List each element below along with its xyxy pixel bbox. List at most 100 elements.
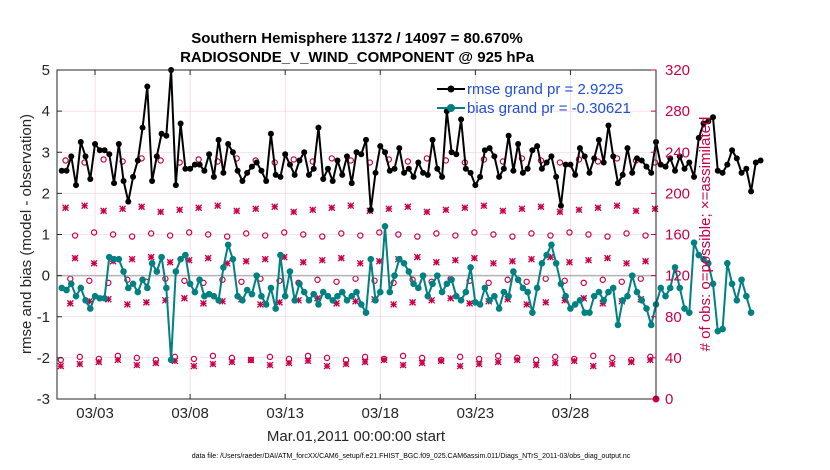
bias-point: [362, 309, 370, 316]
rmse-point: [672, 167, 679, 174]
bias-point: [134, 288, 142, 296]
bias-point: [453, 292, 460, 300]
obs-assimilated-point: [323, 362, 331, 370]
rmse-point: [253, 159, 260, 166]
obs-assimilated-point: [508, 257, 516, 265]
bias-point: [495, 305, 503, 312]
rmse-point: [96, 147, 103, 154]
obs-possible-point: [314, 276, 321, 283]
rmse-point: [210, 173, 217, 180]
bias-point: [605, 288, 612, 296]
rmse-point: [68, 153, 75, 160]
bias-point: [395, 255, 403, 263]
rmse-point: [225, 141, 232, 148]
bias-point: [353, 288, 360, 296]
bias-point: [543, 251, 550, 259]
obs-assimilated-point: [138, 203, 146, 211]
rmse-point: [439, 173, 446, 180]
obs-assimilated-point: [627, 358, 635, 366]
obs-assimilated-point: [90, 259, 98, 267]
obs-assimilated-point: [328, 204, 336, 212]
obs-possible-point: [100, 156, 107, 163]
y-tick-label: -1: [37, 309, 50, 326]
rmse-point: [614, 180, 621, 187]
rmse-point: [491, 153, 498, 160]
bias-point: [296, 280, 303, 288]
bias-point: [529, 309, 536, 316]
bias-point: [519, 284, 527, 292]
rmse-point: [87, 175, 94, 182]
x-axis-label: Mar.01,2011 00:00:00 start: [267, 428, 446, 445]
bias-point: [167, 356, 175, 364]
bias-point: [82, 297, 89, 304]
obs-possible-point: [166, 232, 174, 239]
obs-possible-point: [642, 232, 649, 239]
bias-point: [633, 288, 641, 296]
bias-point: [728, 280, 736, 288]
bias-point: [690, 239, 698, 247]
bias-point: [419, 272, 427, 279]
bias-point: [590, 292, 598, 300]
y-axis-right-label: # of obs: o=possible; ×=assimilated: [697, 117, 714, 352]
obs-possible-point: [262, 232, 269, 239]
obs-assimilated-point: [71, 254, 79, 262]
bias-point: [300, 288, 308, 296]
y-right-tick-label: 160: [665, 227, 690, 244]
rmse-point: [562, 161, 569, 168]
bias-point: [562, 292, 569, 300]
bias-point: [215, 297, 222, 304]
obs-assimilated-point: [451, 256, 459, 264]
bias-point: [172, 268, 180, 275]
obs-assimilated-point: [214, 202, 222, 210]
y-tick-label: -3: [37, 391, 50, 408]
bias-point: [709, 280, 717, 288]
bias-point: [676, 284, 684, 292]
rmse-point: [724, 161, 731, 168]
rmse-point: [700, 120, 707, 127]
bias-point: [405, 268, 413, 275]
rmse-point: [405, 165, 412, 172]
rmse-point: [586, 169, 593, 176]
obs-assimilated-point: [594, 204, 602, 212]
rmse-point: [77, 138, 84, 145]
rmse-point: [429, 136, 436, 143]
obs-assimilated-point: [257, 300, 264, 308]
rmse-point: [591, 155, 598, 162]
obs-assimilated-point: [180, 294, 188, 302]
bias-point: [281, 292, 289, 300]
obs-assimilated-point: [199, 299, 207, 307]
obs-assimilated-point: [152, 359, 160, 367]
obs-possible-point: [433, 230, 440, 237]
bias-point: [524, 288, 531, 296]
obs-assimilated-point: [589, 362, 597, 370]
chart-title: Southern Hemisphere 11372 / 14097 = 80.6…: [191, 30, 522, 47]
rmse-series: [58, 67, 764, 213]
rmse-point: [63, 167, 70, 174]
rmse-point: [710, 114, 717, 121]
rmse-point: [581, 153, 588, 160]
rmse-point: [610, 153, 617, 160]
obs-assimilated-point: [456, 362, 464, 370]
bias-point: [267, 284, 275, 292]
rmse-point: [115, 141, 122, 148]
rmse-point: [529, 147, 536, 154]
rmse-point: [500, 165, 507, 172]
obs-possible-point: [552, 353, 559, 361]
bias-point: [400, 259, 408, 267]
obs-assimilated-point: [76, 360, 84, 368]
obs-possible-point: [561, 277, 568, 284]
y-tick-label: -2: [37, 350, 50, 367]
obs-possible-point: [266, 353, 274, 361]
obs-assimilated-point: [475, 360, 483, 368]
obs-assimilated-point: [380, 356, 388, 364]
rmse-point: [752, 159, 759, 166]
bias-point: [72, 292, 80, 300]
bias-point: [410, 280, 417, 288]
obs-assimilated-point: [385, 205, 393, 213]
obs-possible-point: [185, 229, 193, 236]
obs-assimilated-point: [233, 207, 241, 215]
y-right-tick-label: 280: [665, 103, 690, 120]
bias-point: [376, 288, 384, 296]
obs-possible-point: [119, 158, 126, 165]
obs-assimilated-point: [375, 257, 383, 265]
